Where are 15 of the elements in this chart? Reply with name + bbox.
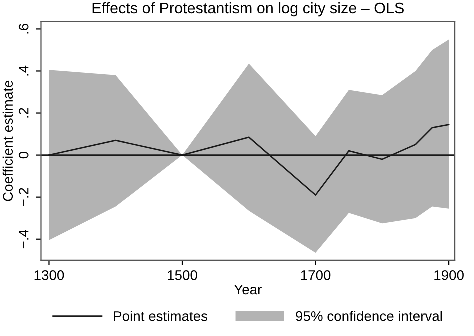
x-axis-title: Year (234, 284, 262, 295)
x-tick-label: 1300 (34, 270, 64, 280)
legend-label: 95% confidence interval (296, 311, 442, 322)
y-tick-label: −.2 (18, 188, 29, 207)
x-tick-label: 1900 (434, 270, 464, 280)
x-tick-label: 1700 (301, 270, 331, 280)
y-tick-label: .4 (19, 66, 29, 76)
y-tick-label: 0 (18, 152, 29, 159)
legend-label: Point estimates (114, 311, 208, 322)
y-tick-label: −.4 (19, 230, 29, 249)
y-tick-label: .2 (18, 108, 29, 118)
x-tick-label: 1500 (168, 270, 198, 280)
y-tick-label: .6 (18, 24, 29, 34)
y-axis-title: Coefficient estimate (2, 80, 14, 202)
chart-title: Effects of Protestantism on log city size – OLS (92, 2, 404, 17)
